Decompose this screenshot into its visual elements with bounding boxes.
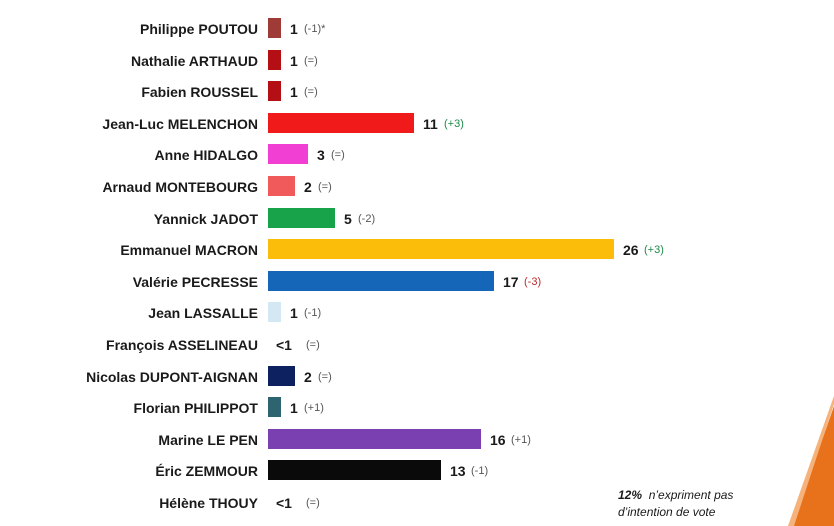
change-label: (+3)	[444, 117, 464, 130]
change-label: (-1)*	[304, 23, 326, 35]
change-label: (=)	[318, 370, 332, 383]
value-label: <1	[276, 495, 292, 511]
candidate-name-label: Éric ZEMMOUR	[155, 463, 258, 480]
value-label: 3	[317, 147, 325, 164]
value-label: 11	[423, 115, 438, 132]
change-label: (-3)	[524, 275, 542, 288]
change-label: (=)	[306, 339, 320, 351]
bar	[268, 49, 281, 70]
chart-row: Philippe POUTOU 1 (-1)*	[0, 18, 834, 40]
bar	[268, 302, 281, 323]
value-label: 1	[290, 400, 298, 417]
bar	[268, 397, 281, 418]
abstention-note-line2: d’intention de vote	[618, 505, 716, 519]
candidate-name-label: Marine LE PEN	[158, 431, 258, 448]
candidate-name-label: Nicolas DUPONT-AIGNAN	[86, 368, 258, 385]
change-label: (+1)	[511, 433, 531, 446]
chart-row: Jean LASSALLE 1 (-1)	[0, 302, 834, 324]
change-label: (-1)	[471, 465, 489, 478]
abstention-note-text: n’expriment pas	[648, 488, 734, 502]
bar	[268, 81, 281, 102]
chart-row: Yannick JADOT 5 (-2)	[0, 207, 834, 230]
candidate-name-label: Yannick JADOT	[153, 210, 258, 227]
bar	[268, 144, 308, 165]
value-label: 1	[290, 305, 298, 322]
chart-row: Emmanuel MACRON 26 (+3)	[0, 239, 834, 261]
value-label: 1	[290, 84, 298, 101]
chart-row: Hélène THOUY <1 (=)	[0, 492, 834, 514]
change-label: (=)	[318, 181, 332, 193]
chart-row: Marine LE PEN 16 (+1)	[0, 428, 834, 451]
change-label: (=)	[304, 54, 318, 67]
chart-row: Nicolas DUPONT-AIGNAN 2 (=)	[0, 365, 834, 388]
chart-row: François ASSELINEAU <1 (=)	[0, 334, 834, 356]
abstention-note: 12% n’expriment pas d’intention de vote	[618, 487, 798, 521]
candidate-name-label: Arnaud MONTEBOURG	[102, 179, 258, 195]
bar	[268, 460, 441, 481]
change-label: (=)	[331, 149, 345, 162]
value-label: 26	[623, 242, 639, 259]
value-label: 16	[490, 431, 506, 448]
bar	[268, 239, 614, 260]
bar	[268, 112, 414, 133]
value-label: 2	[304, 368, 312, 385]
corner-accent-stripe	[788, 396, 834, 526]
change-label: (-2)	[358, 212, 376, 225]
bar	[268, 428, 481, 449]
chart-row: Anne HIDALGO 3 (=)	[0, 144, 834, 166]
candidate-name-label: Florian PHILIPPOT	[133, 400, 258, 417]
candidate-name-label: Jean-Luc MELENCHON	[102, 115, 258, 132]
candidate-name-label: Philippe POUTOU	[140, 21, 258, 37]
abstention-percent: 12%	[618, 488, 643, 502]
chart-row: Jean-Luc MELENCHON 11 (+3)	[0, 112, 834, 135]
candidate-name-label: François ASSELINEAU	[106, 337, 258, 353]
change-label: (+1)	[304, 402, 324, 415]
change-label: (-1)	[304, 307, 322, 320]
bar	[268, 176, 295, 196]
change-label: (=)	[304, 86, 318, 99]
candidate-name-label: Anne HIDALGO	[154, 147, 258, 164]
candidate-name-label: Jean LASSALLE	[148, 305, 258, 322]
candidate-name-label: Fabien ROUSSEL	[141, 84, 258, 101]
chart-row: Florian PHILIPPOT 1 (+1)	[0, 397, 834, 419]
bar	[268, 207, 335, 228]
value-label: <1	[276, 337, 292, 353]
chart-row: Arnaud MONTEBOURG 2 (=)	[0, 176, 834, 198]
value-label: 2	[304, 179, 312, 195]
candidate-name-label: Nathalie ARTHAUD	[130, 52, 258, 69]
candidate-name-label: Hélène THOUY	[159, 495, 258, 511]
candidate-name-label: Valérie PECRESSE	[132, 273, 258, 290]
bar	[268, 365, 295, 386]
chart-row: Fabien ROUSSEL 1 (=)	[0, 81, 834, 103]
value-label: 1	[290, 21, 298, 37]
candidate-name-label: Emmanuel MACRON	[120, 242, 258, 259]
abstention-note-line1: 12% n’expriment pas	[618, 487, 798, 504]
value-label: 17	[503, 273, 519, 290]
chart-row: Éric ZEMMOUR 13 (-1)	[0, 460, 834, 482]
change-label: (=)	[306, 497, 320, 509]
bar	[268, 270, 494, 291]
value-label: 5	[344, 210, 352, 227]
change-label: (+3)	[644, 244, 664, 257]
bar	[268, 18, 281, 38]
chart-row: Nathalie ARTHAUD 1 (=)	[0, 49, 834, 72]
value-label: 1	[290, 52, 298, 69]
value-label: 13	[450, 463, 466, 480]
corner-accent-decoration	[788, 396, 834, 526]
chart-row: Valérie PECRESSE 17 (-3)	[0, 270, 834, 293]
